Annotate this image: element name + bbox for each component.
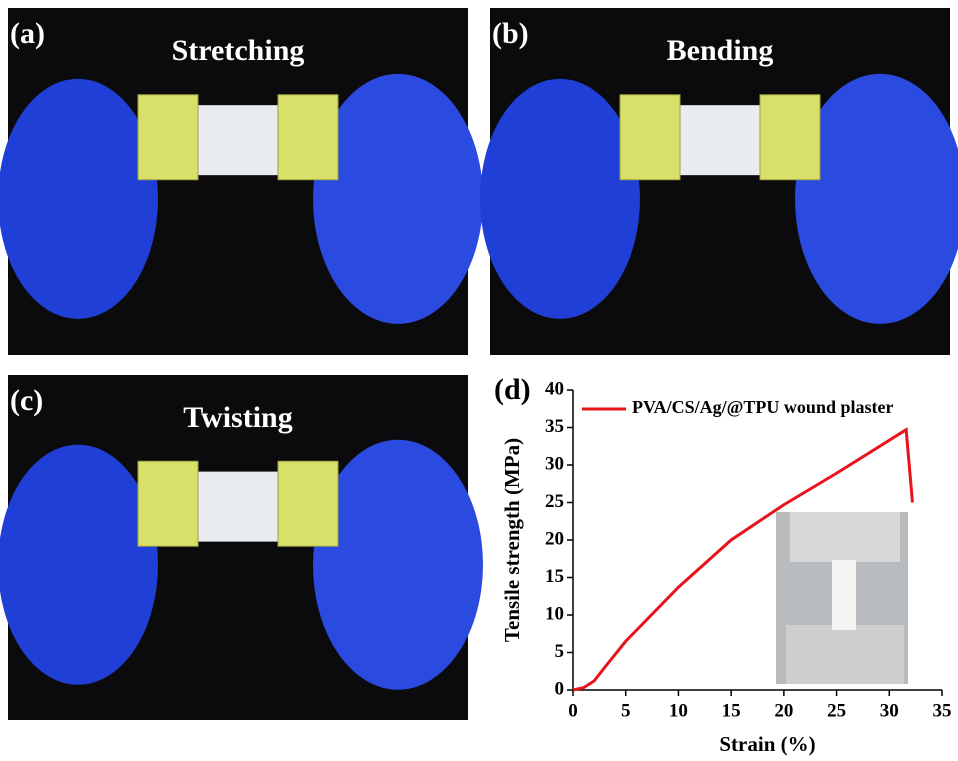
glove-left	[480, 79, 640, 319]
clip-left	[620, 95, 680, 180]
x-tick-label: 25	[827, 700, 846, 721]
x-tick-label: 35	[933, 700, 952, 721]
sample-strip	[188, 472, 288, 542]
y-tick-label: 25	[545, 491, 564, 512]
inset-sample	[832, 560, 856, 630]
panel-label: (d)	[494, 373, 531, 406]
clip-right	[278, 95, 338, 180]
glove-left	[0, 79, 158, 319]
glove-left	[0, 445, 158, 685]
y-tick-label: 30	[545, 453, 564, 474]
panel-title: Bending	[667, 34, 774, 67]
legend-label: PVA/CS/Ag/@TPU wound plaster	[632, 397, 893, 417]
panel-title: Stretching	[172, 34, 305, 67]
x-tick-label: 20	[774, 700, 793, 721]
panel-title: Twisting	[183, 401, 292, 434]
figure: (a) Stretching (b) Bending (c) Twisting (d) 0 5 1…	[0, 0, 958, 761]
y-tick-label: 35	[545, 416, 564, 437]
y-tick-label: 0	[555, 678, 565, 699]
x-tick-label: 15	[722, 700, 741, 721]
clip-right	[278, 461, 338, 546]
y-axis-label: Tensile strength (MPa)	[500, 438, 524, 642]
photo-panel: (c) Twisting	[0, 375, 483, 720]
clip-left	[138, 95, 198, 180]
photo-panel: (a) Stretching	[0, 8, 483, 355]
panel-label: (c)	[10, 384, 43, 417]
photo-panel: (b) Bending	[480, 8, 958, 355]
x-tick-label: 10	[669, 700, 688, 721]
sample-strip	[188, 105, 288, 175]
inset-grip-bottom	[786, 625, 904, 684]
y-tick-label: 40	[545, 378, 564, 399]
y-tick-label: 20	[545, 528, 564, 549]
x-tick-label: 5	[621, 700, 631, 721]
inset-grip-top	[790, 512, 900, 562]
panel-label: (a)	[10, 17, 45, 50]
clip-right	[760, 95, 820, 180]
x-axis-label: Strain (%)	[719, 732, 815, 756]
y-tick-label: 10	[545, 603, 564, 624]
x-tick-label: 0	[568, 700, 578, 721]
panel-label: (b)	[492, 17, 529, 50]
inset-photo	[776, 512, 908, 684]
y-tick-label: 5	[555, 641, 565, 662]
sample-strip	[670, 105, 770, 175]
y-tick-label: 15	[545, 566, 564, 587]
x-tick-label: 30	[880, 700, 899, 721]
clip-left	[138, 461, 198, 546]
